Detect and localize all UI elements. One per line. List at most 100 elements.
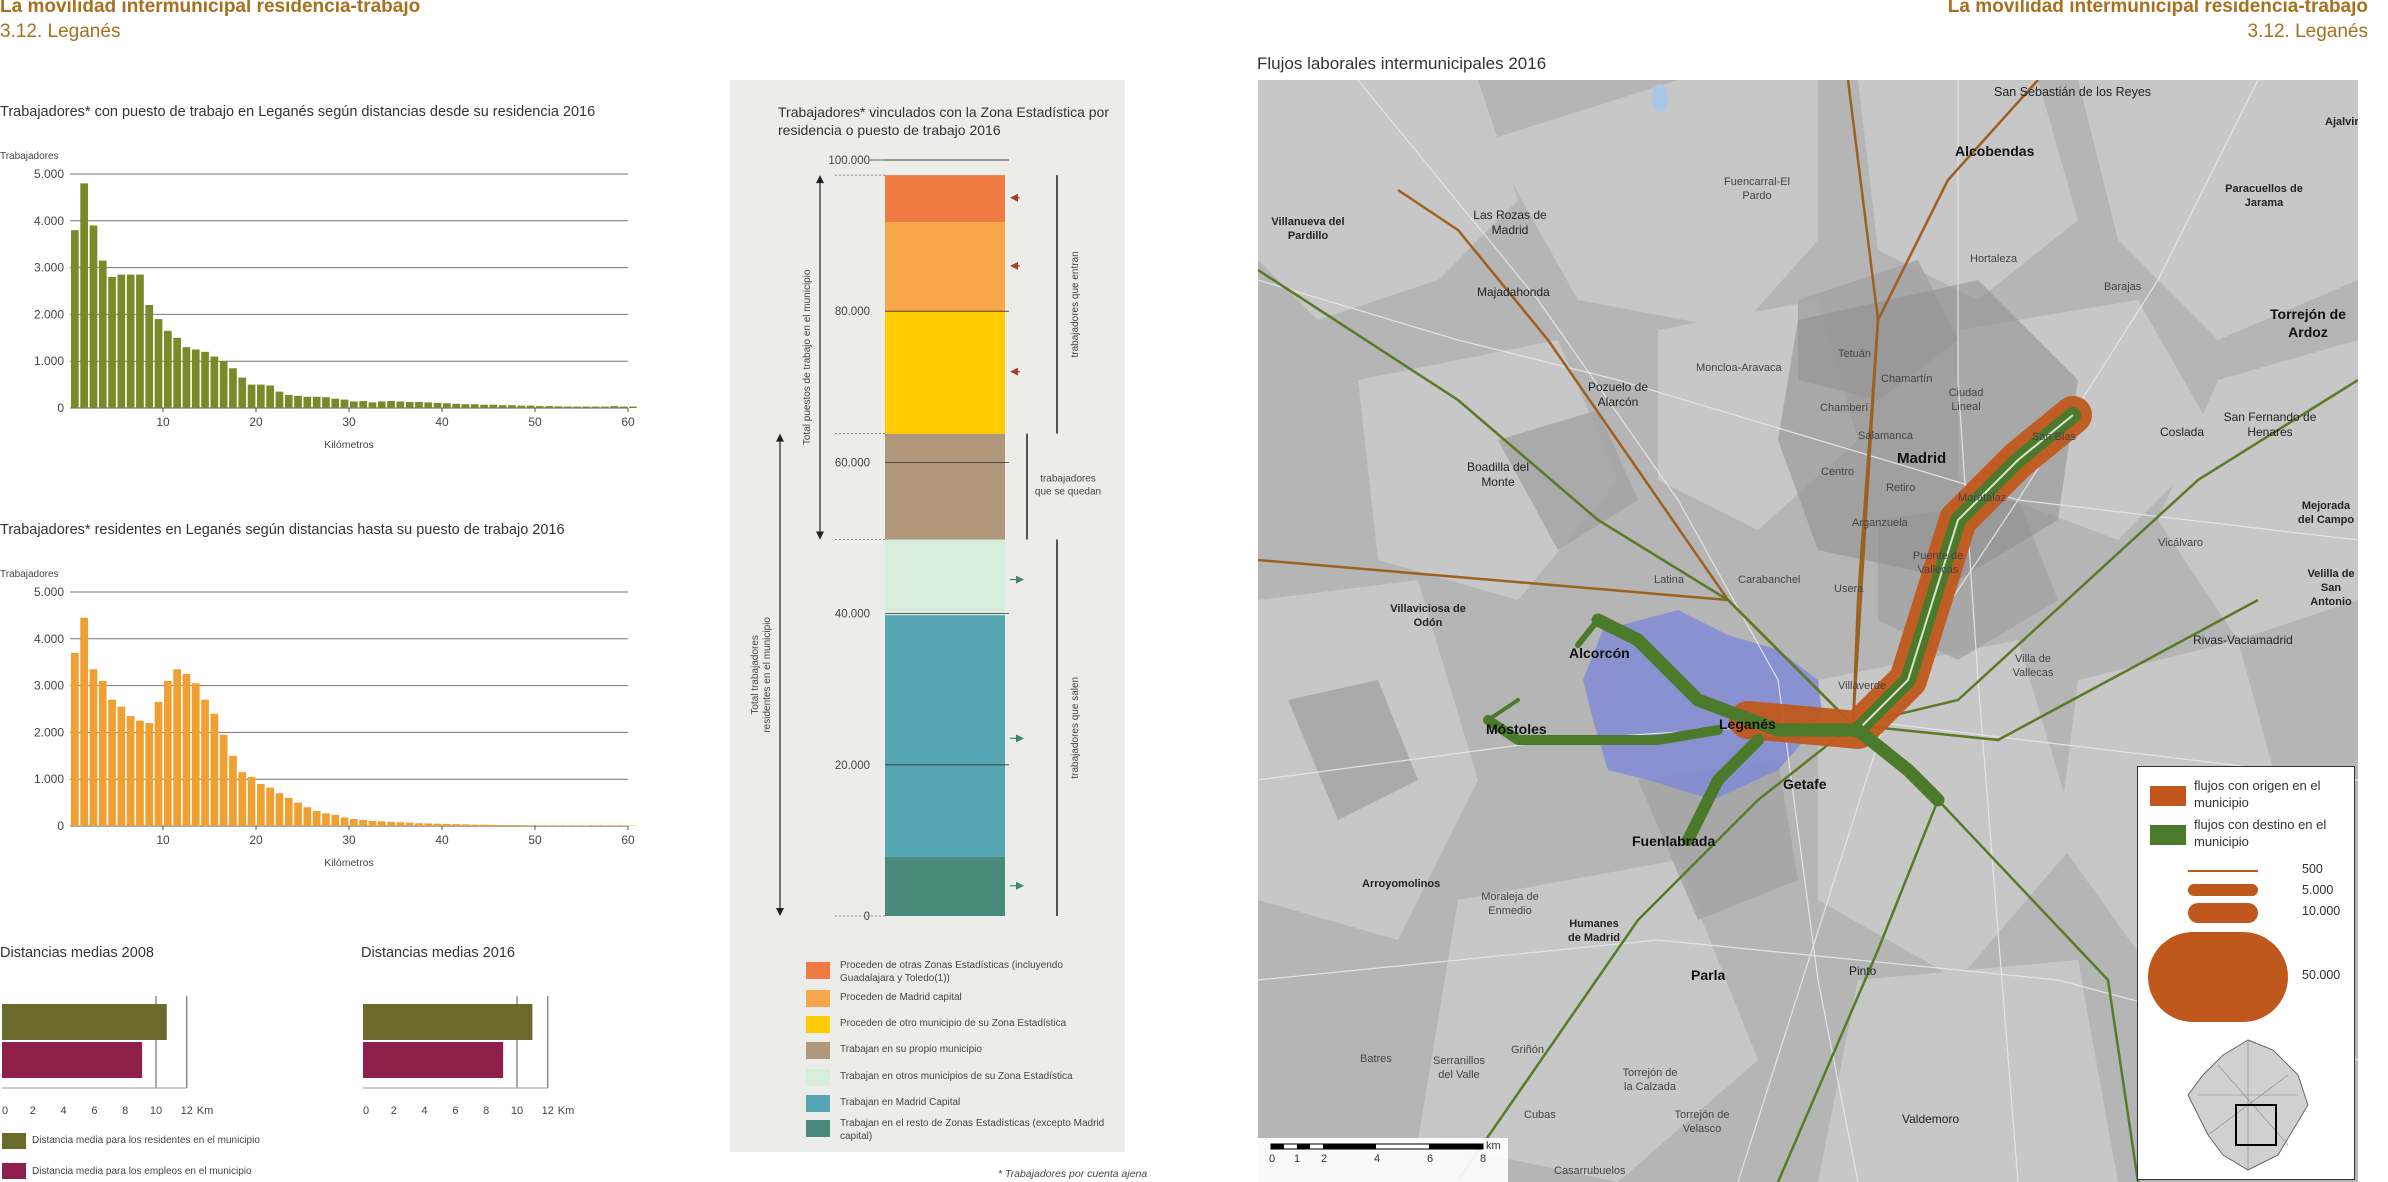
stacked-total-residents-label-2: residentes en el municipio: [762, 617, 773, 733]
stacked-out-arrowhead: [1016, 881, 1024, 890]
chart1-bar: [489, 404, 498, 408]
stacked-ytick: 60.000: [835, 457, 870, 469]
chart2-ytick: 3.000: [34, 679, 64, 693]
chart2-bar: [377, 821, 386, 826]
map-label-sansebastian: San Sebastián de los Reyes: [1994, 85, 2152, 99]
chart1-bar: [368, 402, 377, 408]
chart1-xlabel: Kilómetros: [324, 439, 374, 451]
map-label-rivas: Rivas-Vaciamadrid: [2193, 633, 2293, 647]
stacked-chart: 0 20.000 40.000 60.000 80.000 100.000 Total pu…: [750, 155, 1101, 923]
dist2008-bar: [2, 1042, 143, 1078]
chart1-bar: [126, 274, 135, 408]
chart1-xtick: 10: [156, 415, 170, 429]
map-scale-tick: 0: [1269, 1153, 1276, 1165]
dist2008-title: Distancias medias 2008: [0, 945, 154, 961]
map-label-alcorcon: Alcorcón: [1569, 645, 1630, 661]
stacked-staying-label: trabajadores: [1040, 473, 1096, 484]
stacked-staying-label-2: que se quedan: [1035, 486, 1101, 497]
map-label-arganzuela: Arganzuela: [1852, 517, 1908, 529]
chart2-bar: [257, 783, 265, 826]
chart2-bar: [117, 706, 126, 826]
chart2-xtick: 60: [621, 833, 635, 847]
legend-size-5000-label: 5.000: [2302, 883, 2334, 897]
dist2008-xtick: 6: [91, 1105, 97, 1117]
chart1-ylabel: Trabajadores: [0, 151, 59, 162]
chart1-bar: [536, 406, 544, 408]
dist2008-xtick: 0: [2, 1105, 8, 1117]
chart2-bar: [229, 755, 237, 826]
chart1-bar: [331, 398, 340, 408]
chart1-bar: [452, 403, 460, 408]
legend-label-residents: Distancia media para los residentes en e…: [32, 1135, 260, 1146]
chart1-ytick: 4.000: [34, 214, 64, 228]
map-label-serranillos: Serranillos del Valle: [1433, 1055, 1485, 1081]
chart2-bar: [526, 825, 535, 826]
stacked-ytick: 0: [864, 911, 870, 923]
stacked-legend-swatch: [806, 1069, 830, 1086]
map-label-latina: Latina: [1654, 574, 1684, 586]
map-frame: San Sebastián de los Reyes Alcobendas Aj…: [1258, 80, 2358, 1182]
chart1-bar: [415, 401, 423, 408]
stacked-legend-swatch: [806, 1095, 830, 1112]
map-label-paracuellos: Paracuellos de Jarama: [2225, 183, 2303, 209]
chart2-bar: [508, 825, 516, 826]
map-label-boadilla: Boadilla del Monte: [1466, 460, 1530, 489]
chart1-bar: [238, 377, 247, 408]
stacked-segment: [885, 433, 1005, 540]
chart1-bar: [164, 330, 172, 408]
chart1-bar: [443, 403, 451, 408]
chart1-bar: [136, 274, 144, 408]
chart2-bar: [294, 802, 302, 826]
chart2-bar: [219, 734, 228, 826]
page-title-left: La movilidad intermunicipal residencia-t…: [0, 0, 421, 17]
chart1-bar: [108, 276, 116, 408]
stacked-legend-label: Trabajan en su propio municipio: [840, 1044, 982, 1055]
dist2008-xtick: 2: [30, 1105, 36, 1117]
chart2-bar: [489, 824, 498, 826]
stacked-out-arrowhead: [1016, 734, 1024, 743]
chart2-histogram: 0 1.000 2.000 3.000 4.000 5.000 10 20 30 40 50 60 Ki…: [34, 585, 637, 869]
chart1-bar: [405, 401, 414, 408]
stacked-total-jobs-label: Total puestos de trabajo en el municipio: [802, 269, 813, 445]
map-label-salamanca: Salamanca: [1858, 430, 1914, 442]
map-label-ciudadlineal: Ciudad Lineal: [1948, 387, 1984, 413]
inset-map-madrid-region: [2187, 1039, 2309, 1171]
chart1-bar: [117, 274, 126, 408]
chart1-bar: [526, 405, 535, 408]
map-legend: flujos con origen en el municipio flujos…: [2137, 766, 2355, 1180]
legend-destination-swatch: [2150, 825, 2186, 845]
map-label-fuencarral: Fuencarral-El Pardo: [1723, 176, 1791, 202]
chart2-xtick: 30: [342, 833, 356, 847]
map-label-usera: Usera: [1834, 583, 1864, 595]
map-label-arroyomolinos: Arroyomolinos: [1362, 878, 1441, 890]
dist2016-xtick: 8: [483, 1105, 489, 1117]
dist2008-xtick: 12: [181, 1105, 193, 1117]
dist2016-bar: [363, 1042, 504, 1078]
dist2016-unit: Km: [558, 1105, 575, 1117]
chart1-bar: [461, 404, 470, 408]
stacked-total-residents-label: Total trabajadores: [750, 635, 761, 715]
dist2016-xtick: 2: [391, 1105, 397, 1117]
stacked-in-arrowhead: [1010, 367, 1018, 376]
stacked-segment: [885, 539, 1005, 616]
map-label-torrejon-velasco: Torrejón de Velasco: [1674, 1109, 1730, 1135]
stacked-jobs-arrowhead-top: [816, 175, 824, 184]
chart1-bar: [545, 406, 553, 408]
dist2016-bar: [363, 1004, 533, 1040]
chart1-bar: [89, 225, 98, 408]
map-scale-tick: 2: [1321, 1153, 1328, 1165]
map-scale-ticks: 0 1 2 4 6 8: [1258, 1153, 1508, 1169]
legend-size-50000: [2148, 932, 2288, 1022]
map-label-barajas: Barajas: [2104, 281, 2142, 293]
chart2-bar: [387, 821, 395, 826]
chart2-bar: [164, 680, 172, 826]
chart2-bar: [536, 825, 544, 826]
chart2-bar: [80, 617, 88, 826]
map-label-villaviciosa: Villaviciosa de Odón: [1390, 603, 1466, 629]
legend-origin-label: flujos con origen en el municipio: [2194, 778, 2321, 810]
map-label-madrid: Madrid: [1897, 450, 1947, 467]
chart2-bar: [266, 787, 274, 826]
legend-swatch-jobs: [2, 1163, 26, 1179]
map-label-tetuan: Tetuán: [1838, 348, 1872, 360]
chart2-bar: [470, 824, 479, 826]
